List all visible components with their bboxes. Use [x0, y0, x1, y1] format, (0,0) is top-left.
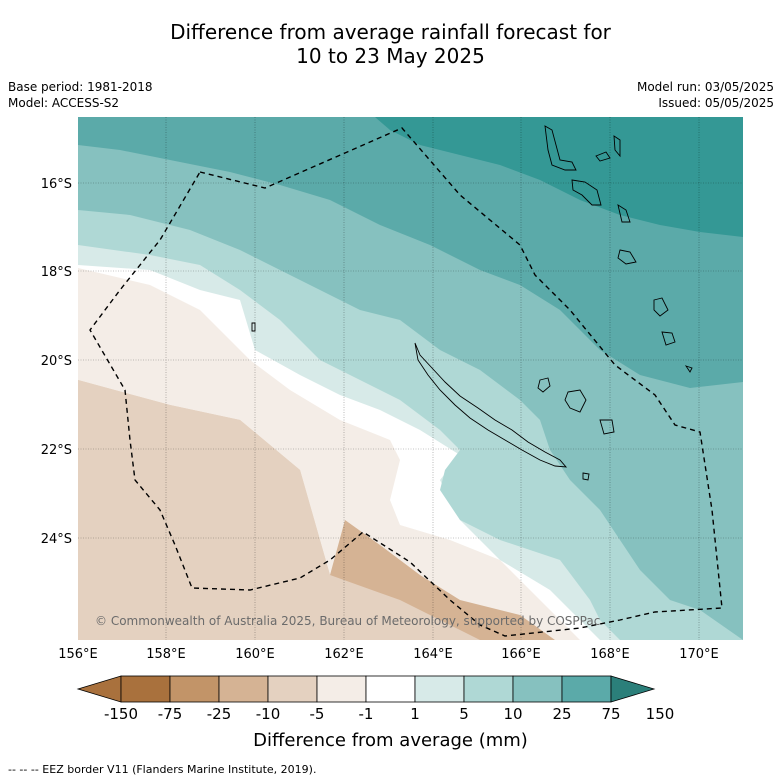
colorbar-tick-label: 10	[503, 705, 523, 723]
lat-tick: 18°S	[41, 265, 72, 280]
base-period: Base period: 1981-2018	[8, 80, 153, 94]
colorbar-title: Difference from average (mm)	[253, 730, 528, 751]
lat-tick: 20°S	[41, 354, 72, 369]
title-line-1: Difference from average rainfall forecas…	[170, 20, 611, 44]
vanuatu-island-9	[684, 365, 693, 373]
lon-tick: 164°E	[413, 647, 453, 662]
colorbar-tick-label: -25	[206, 705, 232, 723]
colorbar-swatch	[169, 675, 220, 703]
new-caledonia-coast	[414, 342, 568, 468]
copyright-notice: © Commonwealth of Australia 2025, Bureau…	[95, 614, 601, 628]
colorbar-swatch	[365, 675, 416, 703]
colorbar-tick-label: -1	[358, 705, 374, 723]
colorbar-extend-high	[610, 675, 656, 703]
lon-tick: 162°E	[324, 647, 364, 662]
colorbar-tick-label: -150	[103, 705, 139, 723]
loyalty-island-3	[599, 419, 615, 435]
lat-tick: 24°S	[41, 532, 72, 547]
vanuatu-island-3	[571, 179, 602, 206]
colorbar-tick-label: -5	[309, 705, 325, 723]
colorbar-tick-label: 1	[410, 705, 420, 723]
isle-of-pines	[582, 472, 590, 481]
loyalty-island-1	[537, 377, 551, 393]
band-minus-10	[78, 380, 480, 640]
colorbar-swatch	[218, 675, 269, 703]
colorbar-swatch	[512, 675, 563, 703]
vanuatu-island-1	[544, 125, 577, 171]
vanuatu-island-2	[595, 151, 611, 162]
lon-tick: 168°E	[590, 647, 630, 662]
coastlines	[251, 125, 693, 481]
colorbar	[76, 675, 656, 703]
lon-tick-labels: 156°E 158°E 160°E 162°E 164°E 166°E 168°…	[58, 647, 719, 662]
vanuatu-island-8	[661, 331, 676, 346]
loyalty-island-2	[564, 389, 587, 413]
lon-tick: 158°E	[146, 647, 186, 662]
vanuatu-island-7	[653, 297, 669, 317]
gridlines	[78, 117, 743, 640]
colorbar-extend-low	[76, 675, 122, 703]
colorbar-swatch	[120, 675, 171, 703]
colorbar-swatch	[267, 675, 318, 703]
small-island-1	[251, 322, 256, 332]
model-name: Model: ACCESS-S2	[8, 96, 120, 110]
vanuatu-island-6	[617, 249, 637, 265]
vanuatu-island-4	[613, 135, 621, 158]
colorbar-swatch	[561, 675, 612, 703]
colorbar-tick-label: 75	[601, 705, 621, 723]
vanuatu-island-5	[617, 204, 631, 223]
colorbar-tick-label: 5	[459, 705, 469, 723]
colorbar-tick-label: -10	[255, 705, 281, 723]
issued-date: Issued: 05/05/2025	[658, 96, 774, 110]
eez-footnote: -- -- -- EEZ border V11 (Flanders Marine…	[8, 763, 317, 776]
colorbar-swatch	[414, 675, 465, 703]
colorbar-tick-label: 150	[645, 705, 675, 723]
lon-tick: 166°E	[501, 647, 541, 662]
lon-tick: 156°E	[58, 647, 98, 662]
band-plus-75	[375, 117, 743, 237]
lat-tick: 16°S	[41, 177, 72, 192]
lat-tick-labels: 16°S 18°S 20°S 22°S 24°S	[41, 177, 72, 547]
colorbar-tick-label: 25	[552, 705, 572, 723]
lon-tick: 170°E	[679, 647, 719, 662]
colorbar-swatch	[463, 675, 514, 703]
title-line-2: 10 to 23 May 2025	[296, 44, 485, 68]
colorbar-tick-label: -75	[157, 705, 183, 723]
model-run: Model run: 03/05/2025	[636, 80, 774, 94]
contour-fields	[78, 117, 743, 640]
lon-tick: 160°E	[235, 647, 275, 662]
colorbar-swatch	[316, 675, 367, 703]
lat-tick: 22°S	[41, 443, 72, 458]
eez-border	[89, 127, 723, 637]
